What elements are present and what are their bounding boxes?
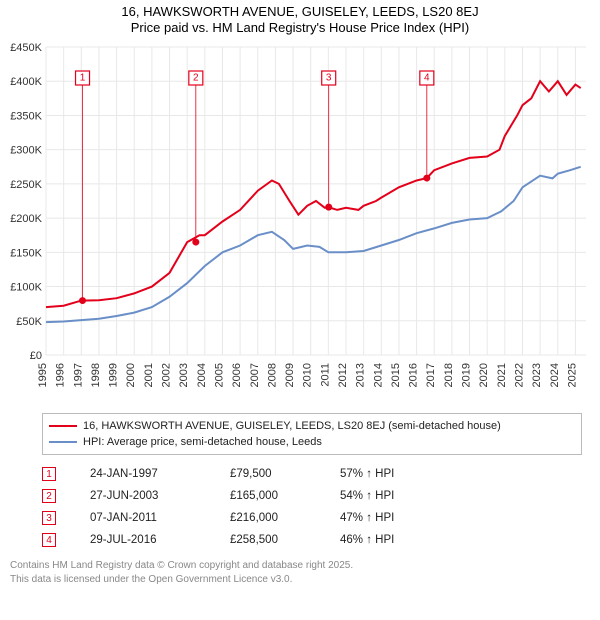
- y-tick-label: £200K: [10, 213, 42, 225]
- sales-row-price: £216,000: [230, 512, 340, 524]
- y-tick-label: £0: [30, 350, 42, 362]
- x-tick-label: 2015: [390, 363, 402, 387]
- sales-row-date: 27-JUN-2003: [90, 490, 230, 502]
- legend: 16, HAWKSWORTH AVENUE, GUISELEY, LEEDS, …: [42, 413, 582, 455]
- sales-row-date: 07-JAN-2011: [90, 512, 230, 524]
- sales-row: 1 24-JAN-1997£79,50057% ↑ HPI: [42, 463, 582, 485]
- sale-marker-number: 3: [326, 73, 332, 84]
- sales-row-hpi: 47% ↑ HPI: [340, 512, 430, 524]
- footnote-line1: Contains HM Land Registry data © Crown c…: [10, 559, 590, 573]
- sale-dot: [192, 239, 199, 246]
- sale-marker-number: 4: [424, 73, 430, 84]
- x-tick-label: 2024: [549, 363, 561, 387]
- sales-row-marker: 3: [42, 511, 56, 525]
- y-tick-label: £350K: [10, 110, 42, 122]
- sales-row-hpi: 57% ↑ HPI: [340, 468, 430, 480]
- x-tick-label: 2007: [249, 363, 261, 387]
- footnote: Contains HM Land Registry data © Crown c…: [10, 559, 590, 586]
- sale-marker-number: 2: [193, 73, 199, 84]
- sale-marker-number: 1: [80, 73, 86, 84]
- x-tick-label: 1997: [72, 363, 84, 387]
- sales-row-date: 24-JAN-1997: [90, 468, 230, 480]
- legend-swatch: [49, 425, 77, 427]
- x-tick-label: 1999: [108, 363, 120, 387]
- x-tick-label: 2010: [302, 363, 314, 387]
- sales-table: 1 24-JAN-1997£79,50057% ↑ HPI 2 27-JUN-2003…: [42, 463, 582, 551]
- y-tick-label: £450K: [10, 42, 42, 54]
- y-tick-label: £100K: [10, 282, 42, 294]
- title-address: 16, HAWKSWORTH AVENUE, GUISELEY, LEEDS, …: [0, 4, 600, 19]
- x-tick-label: 2005: [213, 363, 225, 387]
- x-tick-label: 2002: [161, 363, 173, 387]
- x-tick-label: 2020: [478, 363, 490, 387]
- x-tick-label: 2001: [143, 363, 155, 387]
- x-tick-label: 2000: [125, 363, 137, 387]
- x-tick-label: 2008: [266, 363, 278, 387]
- sales-row-price: £79,500: [230, 468, 340, 480]
- plot-area: £0 £50K £100K £150K £200K £250K £300K £350K £400…: [0, 37, 600, 407]
- title-subtitle: Price paid vs. HM Land Registry's House …: [0, 20, 600, 35]
- sales-row-marker: 1: [42, 467, 56, 481]
- legend-swatch: [49, 441, 77, 443]
- x-tick-label: 2009: [284, 363, 296, 387]
- footnote-line2: This data is licensed under the Open Gov…: [10, 573, 590, 587]
- plot-svg: £0 £50K £100K £150K £200K £250K £300K £350K £400…: [0, 37, 600, 407]
- x-tick-label: 1996: [55, 363, 67, 387]
- x-tick-label: 2003: [178, 363, 190, 387]
- legend-label: 16, HAWKSWORTH AVENUE, GUISELEY, LEEDS, …: [83, 420, 501, 432]
- chart-container: 16, HAWKSWORTH AVENUE, GUISELEY, LEEDS, …: [0, 0, 600, 586]
- title-block: 16, HAWKSWORTH AVENUE, GUISELEY, LEEDS, …: [0, 0, 600, 37]
- sales-row-price: £258,500: [230, 534, 340, 546]
- sales-row-marker: 4: [42, 533, 56, 547]
- x-tick-label: 2025: [566, 363, 578, 387]
- x-tick-label: 2006: [231, 363, 243, 387]
- x-tick-label: 1998: [90, 363, 102, 387]
- sale-dot: [79, 297, 86, 304]
- legend-row: 16, HAWKSWORTH AVENUE, GUISELEY, LEEDS, …: [49, 418, 575, 434]
- x-tick-label: 2018: [443, 363, 455, 387]
- x-tick-label: 2014: [372, 363, 384, 387]
- x-tick-label: 2017: [425, 363, 437, 387]
- sales-row-hpi: 54% ↑ HPI: [340, 490, 430, 502]
- y-tick-label: £150K: [10, 247, 42, 259]
- sales-row: 4 29-JUL-2016£258,50046% ↑ HPI: [42, 529, 582, 551]
- sales-row-hpi: 46% ↑ HPI: [340, 534, 430, 546]
- legend-label: HPI: Average price, semi-detached house,…: [83, 436, 322, 448]
- x-tick-label: 2016: [408, 363, 420, 387]
- x-tick-label: 2022: [513, 363, 525, 387]
- y-tick-label: £50K: [16, 316, 42, 328]
- x-tick-label: 2004: [196, 363, 208, 387]
- y-tick-label: £400K: [10, 76, 42, 88]
- sale-dot: [423, 175, 430, 182]
- x-tick-label: 1995: [37, 363, 49, 387]
- x-tick-label: 2019: [461, 363, 473, 387]
- y-tick-label: £300K: [10, 145, 42, 157]
- sales-row-marker: 2: [42, 489, 56, 503]
- x-tick-label: 2011: [319, 363, 331, 387]
- sales-row-date: 29-JUL-2016: [90, 534, 230, 546]
- x-tick-label: 2013: [355, 363, 367, 387]
- sales-row: 2 27-JUN-2003£165,00054% ↑ HPI: [42, 485, 582, 507]
- sale-dot: [325, 204, 332, 211]
- legend-row: HPI: Average price, semi-detached house,…: [49, 434, 575, 450]
- x-tick-label: 2012: [337, 363, 349, 387]
- sales-row: 3 07-JAN-2011£216,00047% ↑ HPI: [42, 507, 582, 529]
- y-tick-label: £250K: [10, 179, 42, 191]
- x-tick-label: 2023: [531, 363, 543, 387]
- sales-row-price: £165,000: [230, 490, 340, 502]
- x-tick-label: 2021: [496, 363, 508, 387]
